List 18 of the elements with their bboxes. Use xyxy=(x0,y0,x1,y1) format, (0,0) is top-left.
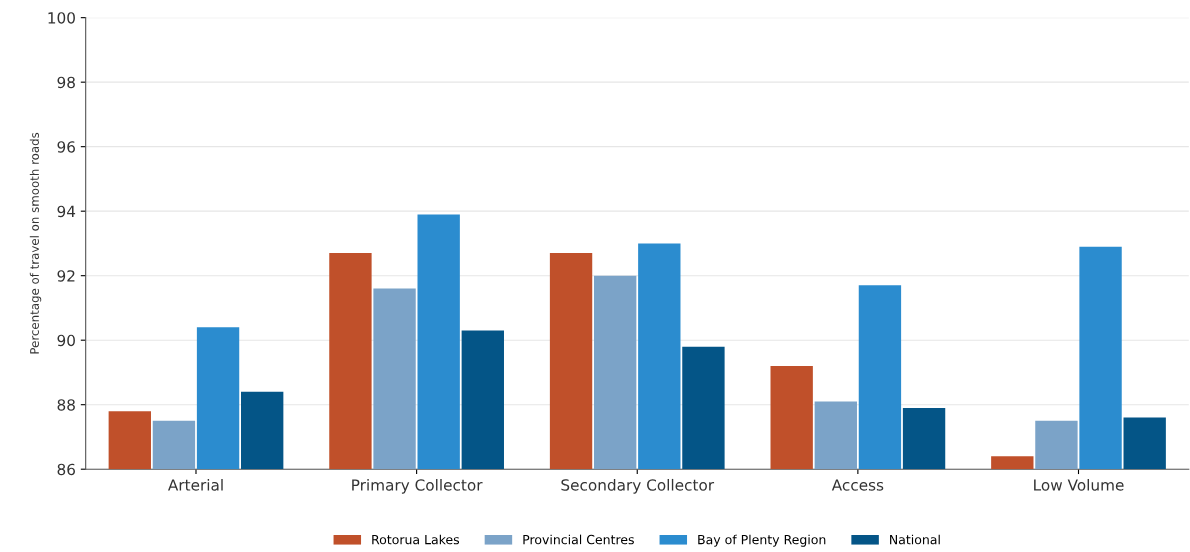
x-tick-label: Arterial xyxy=(167,478,223,491)
legend-label: National xyxy=(890,534,940,545)
legend-label: Provincial Centres xyxy=(523,534,634,545)
y-tick-label: 92 xyxy=(57,270,75,282)
y-tick-label: 94 xyxy=(57,205,76,218)
y-tick-label: 100 xyxy=(48,12,75,24)
y-tick-label: 86 xyxy=(57,463,75,476)
y-tick-label: 90 xyxy=(57,334,75,347)
x-tick-label: Secondary Collector xyxy=(561,478,715,494)
x-tick-label: Primary Collector xyxy=(352,478,483,494)
legend-label: Bay of Plenty Region xyxy=(698,534,826,547)
y-tick-label: 88 xyxy=(57,399,75,411)
x-tick-label: Access xyxy=(831,479,884,491)
y-tick-label: 98 xyxy=(57,76,75,89)
legend-label: Rotorua Lakes xyxy=(372,534,460,545)
x-tick-label: Low Volume xyxy=(1034,478,1124,491)
y-tick-label: 96 xyxy=(57,141,75,153)
y-axis-title: Percentage of travel on smooth roads xyxy=(29,132,42,354)
